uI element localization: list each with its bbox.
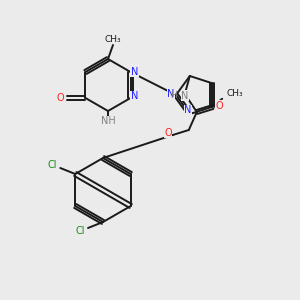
Text: O: O	[164, 128, 172, 138]
Text: N: N	[131, 91, 138, 101]
Text: N: N	[167, 89, 175, 99]
Text: H: H	[170, 92, 177, 100]
Text: O: O	[215, 101, 223, 111]
Text: CH₃: CH₃	[105, 34, 121, 43]
Text: N: N	[184, 105, 191, 115]
Text: N: N	[131, 67, 138, 77]
Text: N: N	[181, 91, 188, 101]
Text: NH: NH	[100, 116, 116, 126]
Text: O: O	[57, 93, 64, 103]
Text: CH₃: CH₃	[226, 89, 243, 98]
Text: Cl: Cl	[47, 160, 57, 170]
Text: Cl: Cl	[75, 226, 85, 236]
